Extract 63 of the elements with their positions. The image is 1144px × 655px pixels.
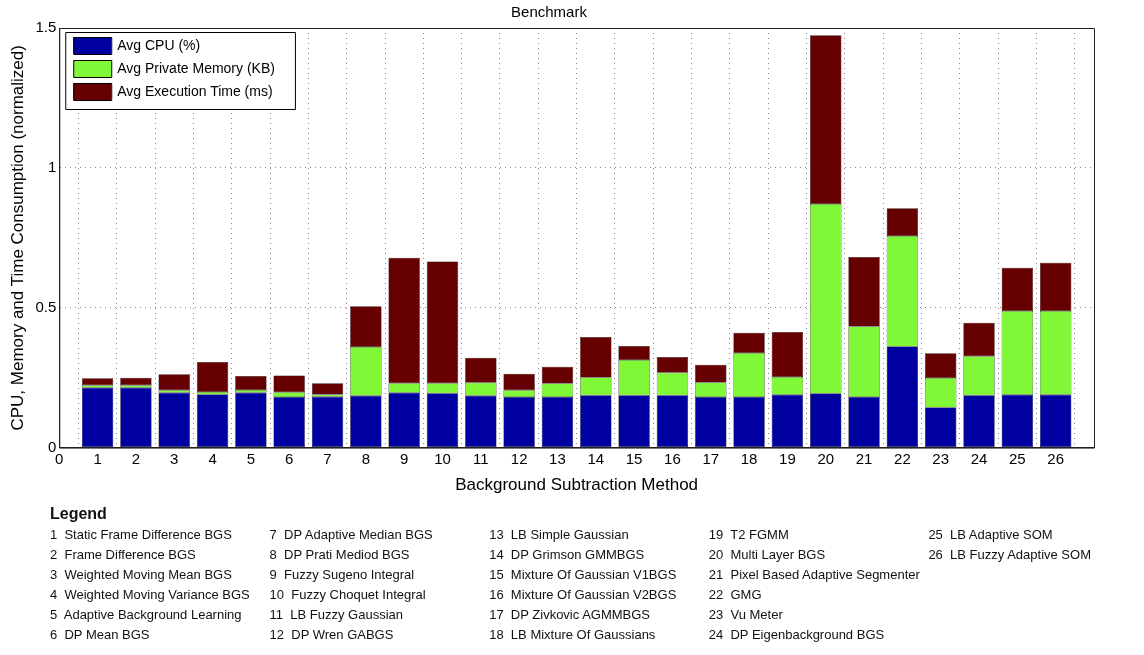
text: 18 LB Mixture Of Gaussians: [489, 627, 657, 644]
x-tick-label: 20: [817, 449, 835, 467]
y-tick-label: 1.5: [35, 18, 57, 36]
text: 25 LB Adaptive SOM: [928, 527, 1054, 544]
text: 6 DP Mean BGS: [50, 627, 151, 644]
x-tick-label: 19: [779, 449, 796, 467]
text: 12 DP Wren GABGS: [269, 627, 395, 644]
x-tick-label: 5: [246, 449, 256, 467]
text: 2 Frame Difference BGS: [50, 547, 197, 564]
x-tick-label: 24: [970, 449, 988, 467]
x-tick-label: 13: [549, 449, 566, 467]
x-tick-label: 7: [323, 449, 332, 467]
x-tick-label: 17: [702, 449, 720, 467]
x-tick-label: 4: [208, 449, 217, 467]
x-tick-label: 22: [894, 449, 911, 467]
x-tick-label: 8: [361, 449, 371, 467]
x-tick-label: 9: [400, 449, 409, 467]
text: 8 DP Prati Mediod BGS: [269, 547, 411, 564]
x-tick-label: 2: [131, 449, 141, 467]
text: 19 T2 FGMM: [708, 527, 790, 544]
y-tick-label: 0.5: [35, 297, 57, 315]
text: 24 DP Eigenbackground BGS: [708, 627, 886, 644]
x-tick-label: 23: [932, 449, 950, 467]
text: 26 LB Fuzzy Adaptive SOM: [928, 547, 1092, 564]
text: 3 Weighted Moving Mean BGS: [50, 567, 233, 584]
text: 13 LB Simple Gaussian: [489, 527, 630, 544]
text: 7 DP Adaptive Median BGS: [269, 527, 434, 544]
text: 5 Adaptive Background Learning: [50, 607, 243, 624]
chart-title: Benchmark: [511, 3, 588, 21]
x-tick-label: 26: [1047, 449, 1065, 467]
x-axis-title: Background Subtraction Method: [455, 475, 699, 495]
text: 23 Vu Meter: [708, 607, 784, 624]
y-axis-title: CPU, Memory and Time Consumption (normalized): [7, 45, 27, 431]
text: 10 Fuzzy Choquet Integral: [269, 587, 427, 604]
x-tick-label: 25: [1009, 449, 1026, 467]
x-tick-label: 18: [740, 449, 758, 467]
x-tick-label: 3: [170, 449, 179, 467]
x-tick-label: 11: [473, 449, 489, 467]
x-tick-label: 14: [587, 449, 605, 467]
text: 9 Fuzzy Sugeno Integral: [269, 567, 416, 584]
text: 20 Multi Layer BGS: [708, 547, 827, 564]
text: 15 Mixture Of Gaussian V1BGS: [489, 567, 678, 584]
legend-label: Avg Execution Time (ms): [117, 82, 273, 99]
x-tick-label: 1: [93, 449, 102, 467]
y-tick-label: 0: [47, 437, 57, 455]
text: 17 DP Zivkovic AGMMBGS: [489, 607, 652, 624]
text: 14 DP Grimson GMMBGS: [489, 547, 646, 564]
text: 16 Mixture Of Gaussian V2BGS: [489, 587, 678, 604]
text: 22 GMG: [708, 587, 763, 604]
x-tick-label: 6: [285, 449, 294, 467]
x-tick-label: 12: [510, 449, 528, 467]
x-tick-label: 16: [664, 449, 681, 467]
text: 4 Weighted Moving Variance BGS: [50, 587, 251, 604]
text: 11 LB Fuzzy Gaussian: [269, 607, 405, 624]
x-tick-label: 15: [625, 449, 643, 467]
x-tick-label: 10: [434, 449, 451, 467]
text: 21 Pixel Based Adaptive Segmenter: [708, 567, 921, 584]
legend-label: Avg Private Memory (KB): [117, 59, 275, 76]
legend-label: Avg CPU (%): [117, 36, 201, 53]
y-tick-label: 1: [47, 158, 57, 176]
text: 1 Static Frame Difference BGS: [50, 527, 233, 544]
text: Legend: [50, 505, 108, 523]
x-tick-label: 21: [855, 449, 873, 467]
